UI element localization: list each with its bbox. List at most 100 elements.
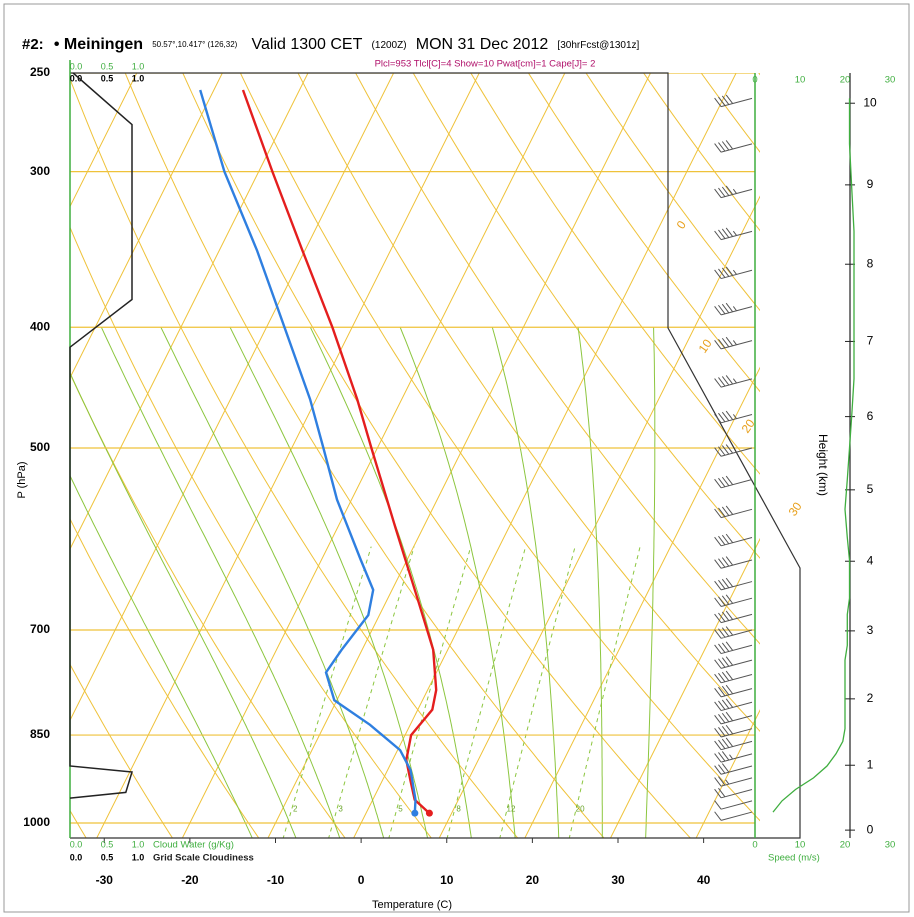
- wind-barb: [714, 475, 753, 489]
- profile-line: [199, 89, 417, 814]
- height-axis-label: Height (km): [816, 434, 830, 496]
- height-tick-label: 5: [867, 482, 874, 496]
- x-tick-label: -20: [181, 873, 199, 887]
- cloudiness-tick-label: 0.5: [101, 852, 114, 862]
- y-axis-label: P (hPa): [16, 461, 28, 498]
- height-tick-label: 8: [867, 256, 874, 270]
- wind-barb: [714, 533, 753, 547]
- wind-barb: [714, 811, 753, 821]
- dry-adiabat: [297, 73, 760, 733]
- wind-barb: [714, 670, 753, 684]
- wind-barb: [714, 751, 753, 763]
- wind-barb: [714, 185, 753, 199]
- isotherm: [181, 73, 566, 838]
- background-lines: [70, 73, 760, 838]
- isotherm: [70, 73, 138, 208]
- moist-adiabat: [70, 474, 253, 838]
- isotherm: [70, 73, 395, 722]
- cloudwater-tick-label: 0.5: [101, 61, 114, 71]
- height-tick-label: 1: [867, 757, 874, 771]
- x-tick-label: 20: [526, 873, 540, 887]
- x-tick-label: 0: [358, 873, 365, 887]
- y-tick-label: 400: [30, 319, 50, 333]
- wind-barb: [714, 626, 753, 639]
- wind-barb: [714, 737, 753, 751]
- dry-adiabat: [124, 73, 605, 838]
- wind-barb: [714, 711, 753, 725]
- wind-barb: [714, 698, 753, 712]
- y-tick-label: 500: [30, 440, 50, 454]
- speed-tick-label: 10: [795, 75, 806, 86]
- wind-barb: [714, 610, 753, 624]
- height-tick-label: 2: [867, 691, 874, 705]
- plot-frame: [70, 72, 801, 839]
- isotherm: [70, 73, 309, 551]
- mixing-ratio-line: [446, 546, 527, 838]
- wind-barb: [714, 800, 753, 810]
- x-tick-label: 10: [440, 873, 454, 887]
- speed-axis-label: Speed (m/s): [768, 853, 820, 864]
- height-tick-label: 10: [863, 95, 877, 109]
- moist-adiabat: [229, 327, 429, 838]
- dry-adiabat: [470, 73, 760, 475]
- height-tick-label: 0: [867, 822, 874, 836]
- wind-barb: [714, 656, 753, 669]
- dry-adiabat: [70, 77, 519, 838]
- height-tick-label: 3: [867, 623, 874, 637]
- wind-barb: [714, 410, 753, 424]
- dry-adiabat: [70, 517, 260, 838]
- wind-barb: [714, 302, 753, 316]
- title-index: #2:: [22, 36, 44, 53]
- speed-tick-label: 0: [752, 840, 757, 851]
- wind-barb: [714, 375, 753, 388]
- height-tick-label: 6: [867, 409, 874, 423]
- wind-barb: [714, 505, 753, 519]
- cloudiness-tick-label: 0.0: [70, 852, 83, 862]
- title-block: #2: • Meiningen 50.57°,10.417° (126,32) …: [22, 36, 639, 53]
- mixing-ratio-label: 3: [338, 805, 343, 814]
- wind-barb: [714, 94, 753, 108]
- page-frame: [3, 3, 910, 913]
- forecast: [30hrFcst@1301z]: [557, 40, 639, 51]
- cloudwater-tick-label: 1.0: [132, 839, 145, 849]
- wind-speed-curve: [772, 98, 855, 813]
- wind-barb: [714, 266, 753, 280]
- moist-adiabat: [100, 327, 341, 838]
- dry-adiabat: [182, 73, 691, 838]
- mixing-ratio-label: 5: [398, 805, 403, 814]
- subtitle: Plcl=953 Tlcl[C]=4 Show=10 Pwat[cm]=1 Ca…: [375, 59, 596, 70]
- station: • Meiningen: [54, 36, 143, 53]
- cloudwater-tick-label: 0.0: [70, 61, 83, 71]
- x-axis-label: Temperature (C): [372, 899, 452, 911]
- surface-dot: [411, 809, 419, 817]
- x-tick-label: 30: [611, 873, 625, 887]
- mixing-ratio-line: [282, 546, 372, 838]
- moist-adiabat: [577, 327, 603, 838]
- wind-barb: [714, 776, 753, 787]
- cloudiness-tick-label: 0.5: [101, 73, 114, 83]
- isotherm: [438, 195, 760, 838]
- dry-adiabat: [412, 73, 760, 559]
- speed-tick-label: 20: [840, 840, 851, 851]
- speed-tick-label: 0: [752, 75, 757, 86]
- wind-barb: [714, 140, 753, 153]
- mixing-ratio-line: [568, 546, 641, 838]
- speed-tick-label: 30: [885, 840, 896, 851]
- isotherm: [353, 73, 737, 838]
- y-tick-label: 1000: [23, 815, 50, 829]
- x-tick-label: -10: [267, 873, 285, 887]
- height-tick-label: 4: [867, 553, 874, 567]
- height-tick-label: 9: [867, 177, 874, 191]
- y-tick-label: 250: [30, 65, 50, 79]
- cloudwater-label: Cloud Water (g/Kg): [153, 840, 234, 851]
- cloudiness-label: Grid Scale Cloudiness: [153, 853, 254, 864]
- wind-barb: [714, 684, 753, 698]
- mixing-ratio-label: 20: [576, 805, 585, 814]
- wind-barb: [714, 556, 753, 569]
- y-tick-label: 700: [30, 622, 50, 636]
- x-tick-label: -30: [96, 873, 114, 887]
- location: 50.57°,10.417° (126,32): [152, 40, 237, 49]
- isotherm: [70, 73, 223, 379]
